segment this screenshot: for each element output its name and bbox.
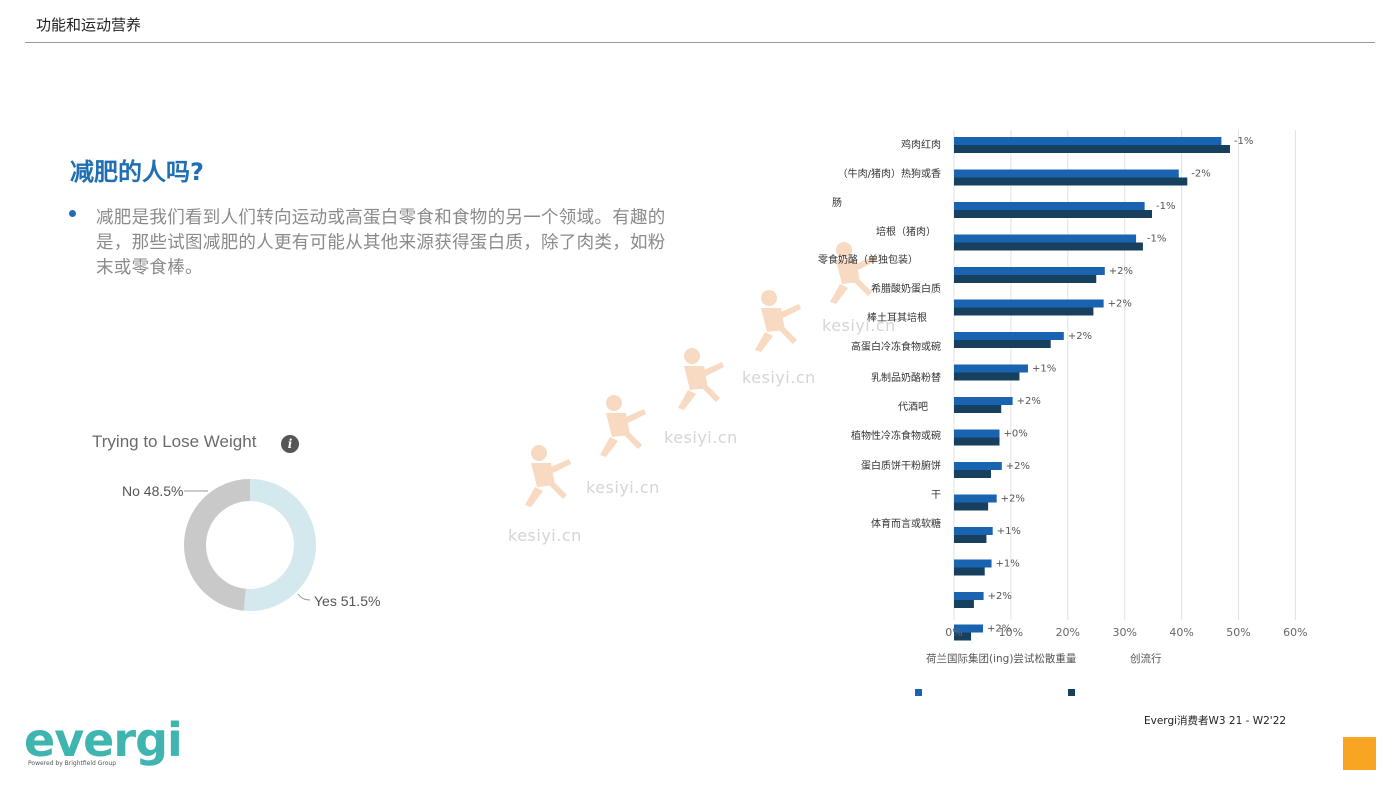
x-tick-label: 20% (1056, 626, 1080, 639)
watermark-text: kesiyi.cn (508, 526, 582, 545)
change-label: +1% (1032, 364, 1056, 375)
change-label: -2% (1191, 169, 1210, 180)
bar-series-1 (954, 137, 1222, 145)
bar-series-1 (954, 592, 984, 600)
header-divider (25, 42, 1375, 43)
donut-chart (184, 479, 316, 611)
bar-series-1 (954, 494, 997, 503)
bar-series-2 (954, 437, 1000, 446)
legend-swatch-series-1 (915, 689, 922, 696)
category-label: 体育而言或软糖 (871, 517, 941, 530)
bullet-text: 减肥是我们看到人们转向运动或高蛋白零食和食物的另一个领域。有趣的是，那些试图减肥… (96, 208, 666, 278)
bar-series-1 (954, 202, 1145, 210)
bar-series-1 (954, 397, 1013, 405)
bar-series-2 (954, 632, 972, 641)
x-tick-label: 60% (1283, 626, 1307, 639)
category-label: （牛肉/猪肉）热狗或香 (838, 167, 941, 180)
bar-series-1 (954, 364, 1028, 373)
yes-slice-leader (297, 593, 311, 601)
bar-series-1 (954, 234, 1137, 243)
bar-series-1 (954, 332, 1064, 340)
bar-series-1 (954, 267, 1105, 275)
section-title: 功能和运动营养 (36, 16, 142, 34)
category-label: 蛋白质饼干粉腑饼 (861, 459, 941, 472)
bar-series-1 (954, 527, 993, 535)
change-label: +2% (1001, 494, 1025, 505)
bar-series-2 (954, 242, 1143, 251)
bar-series-2 (954, 502, 989, 511)
category-label: 希腊酸奶蛋白质 (871, 282, 941, 295)
category-label: 肠 (832, 197, 842, 209)
bar-series-1 (954, 559, 992, 568)
category-label: 高蛋白冷冻食物或碗 (851, 340, 941, 353)
change-label: +2% (1068, 331, 1092, 342)
bar-series-1 (954, 429, 1000, 438)
bar-series-2 (954, 535, 987, 543)
x-tick-label: 0% (945, 626, 962, 639)
x-tick-label: 50% (1226, 626, 1250, 639)
bar-series-2 (954, 210, 1153, 218)
donut-label-no: No 48.5% (122, 483, 184, 499)
evergi-logo: evergi Powered by Brightfield Group (24, 713, 183, 767)
change-label: -1% (1156, 201, 1175, 212)
change-label: +2% (988, 591, 1012, 602)
category-label: 干 (931, 490, 941, 501)
donut-title: Trying to Lose Weight (92, 432, 257, 451)
slide-headline: 减肥的人吗? (70, 158, 204, 186)
bar-series-2 (954, 470, 991, 478)
bar-series-2 (954, 340, 1051, 348)
bar-series-1 (954, 624, 984, 633)
bar-series-2 (954, 275, 1097, 283)
bar-series-2 (954, 145, 1230, 153)
bar-series-1 (954, 299, 1104, 308)
x-axis-label: 荷兰国际集团(ing)尝试松散重量 (926, 652, 1077, 665)
donut-label-yes: Yes 51.5% (314, 593, 381, 609)
bar-series-2 (954, 600, 974, 608)
change-label: +2% (1017, 396, 1041, 407)
info-icon[interactable]: i (281, 435, 299, 453)
category-label: 棒土耳其培根 (867, 311, 927, 324)
category-label: 植物性冷冻食物或碗 (851, 429, 941, 442)
source-note: Evergi消费者W3 21 - W2'22 (1144, 715, 1287, 727)
x-axis-label-secondary: 创流行 (1130, 652, 1162, 665)
bar-series-2 (954, 372, 1020, 381)
category-label: 零食奶酪（单独包装） (818, 253, 918, 266)
x-tick-label: 40% (1169, 626, 1193, 639)
category-label: 代酒吧 (898, 401, 928, 413)
bar-series-1 (954, 462, 1002, 470)
bar-series-2 (954, 405, 1002, 413)
legend-swatch-series-2 (1068, 689, 1075, 696)
bar-series-1 (954, 169, 1179, 178)
bar-series-2 (954, 307, 1094, 316)
x-tick-label: 30% (1112, 626, 1136, 639)
change-label: +0% (1004, 429, 1028, 440)
x-tick-label: 10% (999, 626, 1023, 639)
bullet-icon (69, 210, 76, 217)
change-label: +2% (987, 624, 1011, 635)
change-label: -1% (1147, 234, 1166, 245)
watermark-text: kesiyi.cn (586, 478, 660, 497)
bar-series-2 (954, 567, 985, 576)
category-label: 培根（猪肉） (876, 225, 936, 238)
logo-tagline: Powered by Brightfield Group (28, 760, 117, 767)
change-label: +2% (1108, 299, 1132, 310)
donut-slice-1 (184, 479, 316, 611)
page-corner-marker (1343, 737, 1376, 770)
change-label: +2% (1109, 266, 1133, 277)
logo-wordmark: evergi (24, 713, 183, 767)
change-label: +1% (997, 526, 1021, 537)
change-label: +2% (1006, 461, 1030, 472)
category-label: 鸡肉红肉 (901, 138, 941, 151)
category-label: 乳制品奶酪粉替 (871, 371, 941, 384)
change-label: -1% (1234, 136, 1253, 147)
bar-series-2 (954, 177, 1188, 186)
change-label: +1% (996, 559, 1020, 570)
